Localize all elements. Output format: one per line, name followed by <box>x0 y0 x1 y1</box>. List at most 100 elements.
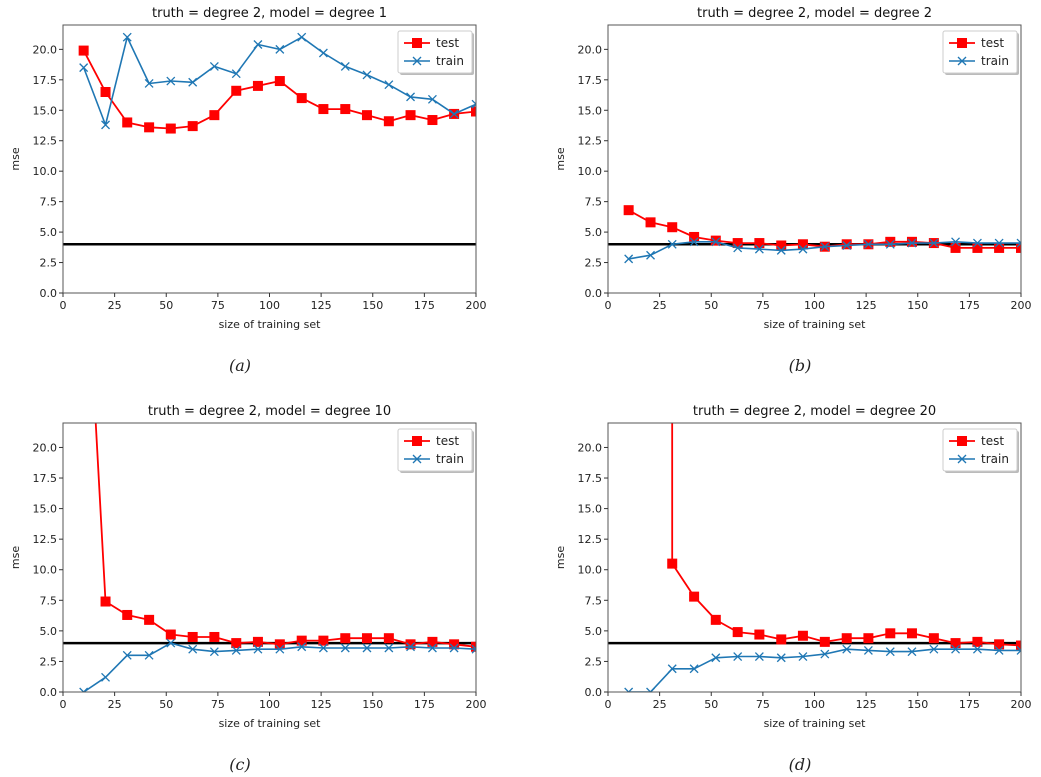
data-point-test <box>144 122 155 133</box>
data-point-test <box>863 633 874 644</box>
x-tick-label: 150 <box>362 698 383 711</box>
data-point-test <box>972 242 983 253</box>
data-point-test <box>427 636 438 647</box>
x-tick-label: 0 <box>605 299 612 312</box>
legend: test train <box>942 428 1019 473</box>
data-point-test <box>754 629 765 640</box>
data-point-test <box>906 628 917 639</box>
legend-marker-train <box>957 454 967 464</box>
legend-label-train: train <box>981 54 1009 68</box>
data-point-test <box>710 614 721 625</box>
data-point-train <box>624 254 634 264</box>
x-tick-label: 0 <box>60 698 67 711</box>
data-point-train <box>340 643 350 653</box>
data-point-test <box>928 633 939 644</box>
x-tick-label: 25 <box>108 299 122 312</box>
chart-title: truth = degree 2, model = degree 2 <box>697 6 932 21</box>
y-tick-label: 0.0 <box>585 287 603 300</box>
x-tick-label: 100 <box>804 299 825 312</box>
y-tick-label: 0.0 <box>585 686 603 699</box>
data-point-test <box>231 85 242 96</box>
x-tick-label: 50 <box>704 698 718 711</box>
data-point-train <box>231 645 241 655</box>
x-tick-label: 75 <box>211 299 225 312</box>
x-tick-label: 75 <box>756 299 770 312</box>
data-point-train <box>253 644 263 654</box>
x-tick-label: 125 <box>311 698 332 711</box>
y-tick-label: 15.0 <box>578 503 603 516</box>
data-point-test <box>754 238 765 249</box>
y-tick-label: 7.5 <box>40 594 58 607</box>
data-point-train <box>471 644 476 654</box>
data-point-train <box>122 32 132 42</box>
data-point-test <box>710 235 721 246</box>
y-tick-label: 20.0 <box>33 441 58 454</box>
data-point-test <box>187 121 198 132</box>
x-tick-label: 100 <box>804 698 825 711</box>
data-point-test <box>187 631 198 642</box>
data-point-train <box>253 40 263 49</box>
data-point-train <box>188 77 198 87</box>
data-point-test <box>361 633 372 644</box>
panel-c: truth = degree 2, model = degree 10 size… <box>9 404 487 774</box>
data-point-test <box>340 104 351 115</box>
data-point-test <box>841 239 852 250</box>
data-point-train <box>863 239 873 249</box>
data-point-test <box>667 558 678 569</box>
data-point-train <box>275 644 285 654</box>
x-axis-label: size of training set <box>219 717 322 730</box>
data-point-test <box>165 123 176 134</box>
legend-marker-test <box>957 436 967 446</box>
data-point-train <box>362 70 372 80</box>
data-point-train <box>144 650 154 660</box>
x-tick-label: 175 <box>414 698 435 711</box>
data-point-test <box>732 627 743 638</box>
data-point-test <box>405 110 416 121</box>
legend-marker-train <box>412 454 422 464</box>
x-tick-label: 125 <box>311 299 332 312</box>
data-point-test <box>383 633 394 644</box>
data-point-test <box>950 242 961 253</box>
y-tick-label: 5.0 <box>40 226 58 239</box>
data-point-train <box>776 245 786 255</box>
data-point-test <box>231 638 242 649</box>
y-tick-label: 12.5 <box>33 135 58 148</box>
data-point-train <box>384 643 394 653</box>
x-tick-label: 0 <box>60 299 67 312</box>
legend: test train <box>942 30 1019 75</box>
legend-marker-test <box>412 436 422 446</box>
data-point-test <box>122 609 133 620</box>
data-point-test <box>732 238 743 249</box>
data-point-train <box>972 238 982 248</box>
y-tick-label: 20.0 <box>33 43 58 56</box>
y-tick-label: 2.5 <box>585 257 603 270</box>
data-point-train <box>340 61 350 71</box>
data-point-train <box>646 250 655 260</box>
data-point-train <box>754 652 764 662</box>
data-point-test <box>209 110 220 121</box>
data-point-test <box>296 93 307 104</box>
data-point-test <box>78 45 89 56</box>
data-point-test <box>296 635 307 646</box>
y-tick-label: 10.0 <box>578 165 603 178</box>
y-tick-label: 7.5 <box>585 594 603 607</box>
data-point-test <box>776 240 787 251</box>
x-tick-label: 200 <box>1011 698 1032 711</box>
y-tick-label: 2.5 <box>40 257 58 270</box>
data-point-test <box>361 110 372 121</box>
data-point-train <box>101 672 110 682</box>
data-point-train <box>972 644 982 654</box>
data-point-test <box>144 614 155 625</box>
data-point-train <box>144 79 154 88</box>
x-tick-label: 0 <box>605 698 612 711</box>
y-tick-label: 2.5 <box>40 655 58 668</box>
panel-a: truth = degree 2, model = degree 1 size … <box>9 6 487 375</box>
data-point-test <box>318 104 329 115</box>
data-point-train <box>798 244 808 254</box>
data-point-train <box>733 652 743 662</box>
data-point-test <box>689 231 700 242</box>
plot-content <box>63 32 476 246</box>
y-tick-label: 17.5 <box>33 74 58 87</box>
data-point-test <box>776 634 787 645</box>
